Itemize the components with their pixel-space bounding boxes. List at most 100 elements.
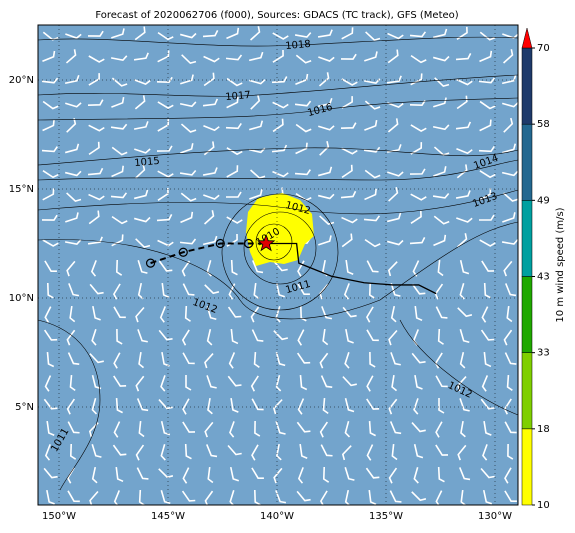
wind-barb	[433, 166, 447, 177]
wind-barb	[91, 466, 98, 484]
wind-barb	[273, 467, 283, 484]
wind-barb	[253, 489, 261, 506]
wind-barb	[273, 260, 288, 272]
wind-barb	[432, 55, 450, 62]
wind-barb	[414, 374, 423, 390]
wind-barb	[482, 489, 493, 505]
lon-tick-label: 140°W	[260, 511, 294, 522]
wind-barb	[182, 398, 190, 415]
wind-barb	[46, 282, 54, 299]
wind-barb	[66, 329, 76, 346]
wind-barb	[390, 352, 401, 366]
wind-barb	[161, 351, 170, 367]
wind-barb	[317, 193, 335, 200]
wind-barb	[157, 50, 170, 63]
colorbar-tick-label: 18	[537, 424, 550, 435]
wind-barb	[44, 375, 52, 392]
wind-barb	[69, 374, 76, 392]
wind-barb	[275, 282, 286, 298]
wind-barb	[386, 75, 402, 84]
wind-barb	[44, 306, 52, 323]
wind-barb	[409, 168, 426, 175]
wind-barb	[502, 212, 516, 223]
wind-barb	[184, 443, 192, 460]
wind-barb	[252, 260, 264, 274]
track-point	[178, 247, 188, 257]
wind-barb	[387, 118, 399, 133]
wind-barb	[230, 328, 239, 345]
wind-barb	[342, 376, 357, 387]
wind-barb	[134, 79, 151, 86]
wind-barb	[110, 55, 128, 62]
wind-barb	[89, 353, 104, 364]
wind-barb	[296, 352, 311, 364]
wind-barb	[434, 352, 443, 369]
wind-barb	[87, 30, 104, 37]
wind-barb	[457, 444, 467, 461]
wind-barb	[479, 119, 492, 132]
wind-barb	[226, 27, 240, 40]
wind-barb	[203, 125, 220, 132]
wind-barb	[391, 443, 398, 461]
wind-barb	[137, 260, 148, 274]
wind-barb	[341, 27, 354, 40]
wind-barb	[46, 420, 55, 436]
wind-barb	[457, 307, 473, 318]
lon-tick-label: 130°W	[478, 511, 512, 522]
wind-barb	[479, 170, 496, 179]
wind-barb	[272, 170, 289, 178]
wind-barb	[67, 352, 80, 365]
forecast-track	[266, 242, 437, 295]
wind-barb	[275, 421, 286, 435]
wind-barb	[297, 329, 305, 346]
wind-barb	[317, 166, 333, 177]
wind-barb	[91, 329, 97, 346]
wind-barb	[204, 421, 214, 438]
wind-barb	[135, 238, 151, 249]
wind-barb	[88, 210, 100, 225]
wind-barb	[180, 192, 197, 202]
wind-barb	[90, 260, 97, 277]
wind-barb	[366, 329, 379, 342]
wind-barb	[321, 306, 333, 320]
wind-barb	[202, 167, 218, 176]
wind-barb	[207, 397, 213, 415]
wind-barb	[226, 216, 243, 224]
isobar-label: 1015	[134, 156, 160, 169]
wind-barb	[64, 239, 82, 246]
wind-barb	[364, 100, 381, 110]
wind-barb	[251, 398, 264, 411]
wind-barb	[135, 375, 145, 392]
wind-barb	[207, 466, 214, 484]
wind-barb	[41, 146, 58, 153]
wind-barb	[254, 420, 261, 437]
wind-barb	[411, 352, 426, 364]
wind-barb	[230, 259, 238, 276]
wind-barb	[322, 397, 329, 415]
wind-barb	[501, 239, 519, 245]
wind-barb	[435, 421, 443, 438]
wind-barb	[157, 170, 174, 178]
colorbar-segment	[521, 428, 533, 506]
wind-barb	[251, 444, 259, 461]
wind-barb	[253, 282, 260, 300]
wind-barb	[182, 352, 195, 365]
wind-barb	[482, 444, 488, 461]
wind-barb	[115, 466, 124, 483]
wind-barb	[250, 306, 260, 323]
wind-barb	[42, 188, 55, 201]
wind-barb	[180, 74, 194, 85]
wind-barb	[111, 165, 124, 178]
wind-barb	[479, 214, 495, 221]
wind-barb	[341, 147, 358, 155]
wind-barb	[387, 102, 404, 109]
wind-barb	[409, 99, 426, 107]
wind-barb	[185, 375, 192, 391]
wind-barb	[44, 444, 51, 461]
wind-barb	[369, 351, 376, 368]
colorbar-extend	[521, 27, 533, 49]
wind-barb	[180, 211, 194, 224]
wind-barb	[69, 443, 77, 460]
wind-barb	[250, 169, 266, 179]
wind-barb	[88, 55, 105, 63]
